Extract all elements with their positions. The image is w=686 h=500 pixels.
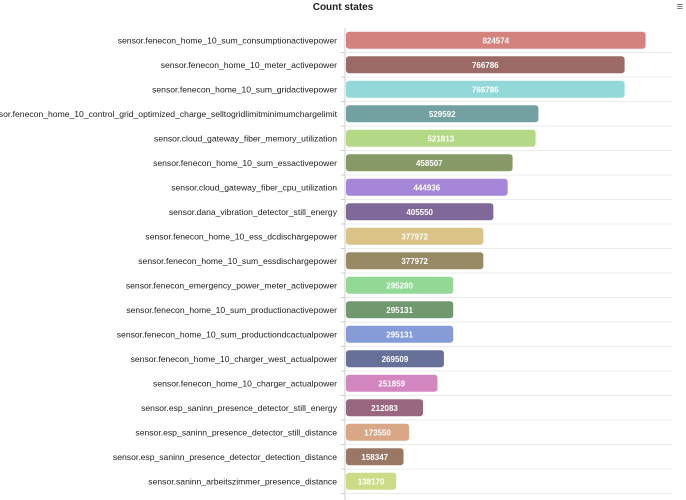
- category-label: sensor.fenecon_home_10_sum_productiondca…: [117, 329, 337, 339]
- category-label: sensor.fenecon_home_10_ess_dcdischargepo…: [145, 231, 337, 241]
- bar[interactable]: [346, 252, 484, 270]
- category-label: sensor.esp_saninn_presence_detector_stil…: [135, 427, 337, 437]
- category-label: sensor.fenecon_home_10_sum_consumptionac…: [118, 35, 337, 45]
- value-label: 295131: [386, 330, 413, 339]
- value-label: 377972: [401, 257, 428, 266]
- bar[interactable]: [346, 105, 539, 123]
- category-label: sensor.fenecon_home_10_control_grid_opti…: [0, 109, 338, 119]
- bar[interactable]: [346, 203, 494, 221]
- bar[interactable]: [346, 227, 484, 245]
- value-label: 377972: [401, 232, 428, 241]
- value-label: 295280: [386, 281, 413, 290]
- bar[interactable]: [346, 178, 508, 196]
- category-label: sensor.fenecon_home_10_charger_actualpow…: [153, 378, 337, 388]
- value-label: 405550: [406, 208, 433, 217]
- category-label: sensor.dana_vibration_detector_still_ene…: [169, 207, 338, 217]
- bar[interactable]: [346, 374, 438, 392]
- value-label: 158347: [361, 453, 388, 462]
- category-label: sensor.esp_saninn_presence_detector_stil…: [141, 403, 338, 413]
- bar[interactable]: [346, 31, 646, 49]
- bar[interactable]: [346, 448, 404, 466]
- value-label: 212083: [371, 404, 398, 413]
- value-label: 766786: [472, 61, 499, 70]
- category-label: sensor.fenecon_home_10_sum_gridactivepow…: [152, 84, 337, 94]
- bar[interactable]: [346, 154, 513, 172]
- category-label: sensor.fenecon_home_10_sum_essdischargep…: [138, 256, 337, 266]
- value-label: 444936: [413, 183, 440, 192]
- category-label: sensor.fenecon_home_10_sum_productionact…: [126, 305, 337, 315]
- bar[interactable]: [346, 129, 536, 147]
- value-label: 766786: [472, 85, 499, 94]
- value-label: 824574: [482, 36, 509, 45]
- bar[interactable]: [346, 325, 454, 343]
- bar[interactable]: [346, 423, 410, 441]
- chart-title: Count states: [312, 2, 374, 13]
- value-label: 173550: [364, 428, 391, 437]
- value-label: 269509: [382, 355, 409, 364]
- menu-icon[interactable]: ≡: [676, 1, 683, 13]
- value-label: 458507: [416, 159, 443, 168]
- value-label: 529592: [429, 110, 456, 119]
- category-label: sensor.fenecon_home_10_sum_essactivepowe…: [153, 158, 337, 168]
- bar[interactable]: [346, 350, 444, 368]
- bar[interactable]: [346, 80, 625, 98]
- category-label: sensor.saninn_arbeitszimmer_presence_dis…: [148, 476, 337, 486]
- bar[interactable]: [346, 472, 397, 490]
- value-label: 521813: [427, 134, 454, 143]
- category-label: sensor.fenecon_emergency_power_meter_act…: [126, 280, 337, 290]
- bar[interactable]: [346, 301, 454, 319]
- category-label: sensor.esp_saninn_presence_detector_dete…: [113, 452, 337, 462]
- bar[interactable]: [346, 56, 625, 74]
- value-label: 138170: [358, 477, 385, 486]
- value-label: 251859: [378, 379, 405, 388]
- bar[interactable]: [346, 276, 454, 294]
- bar[interactable]: [346, 399, 424, 417]
- category-label: sensor.fenecon_home_10_charger_west_actu…: [131, 354, 338, 364]
- value-label: 295131: [386, 306, 413, 315]
- category-label: sensor.fenecon_home_10_meter_activepower: [161, 60, 337, 70]
- category-label: sensor.cloud_gateway_fiber_memory_utiliz…: [154, 133, 337, 143]
- category-label: sensor.cloud_gateway_fiber_cpu_utilizati…: [171, 182, 337, 192]
